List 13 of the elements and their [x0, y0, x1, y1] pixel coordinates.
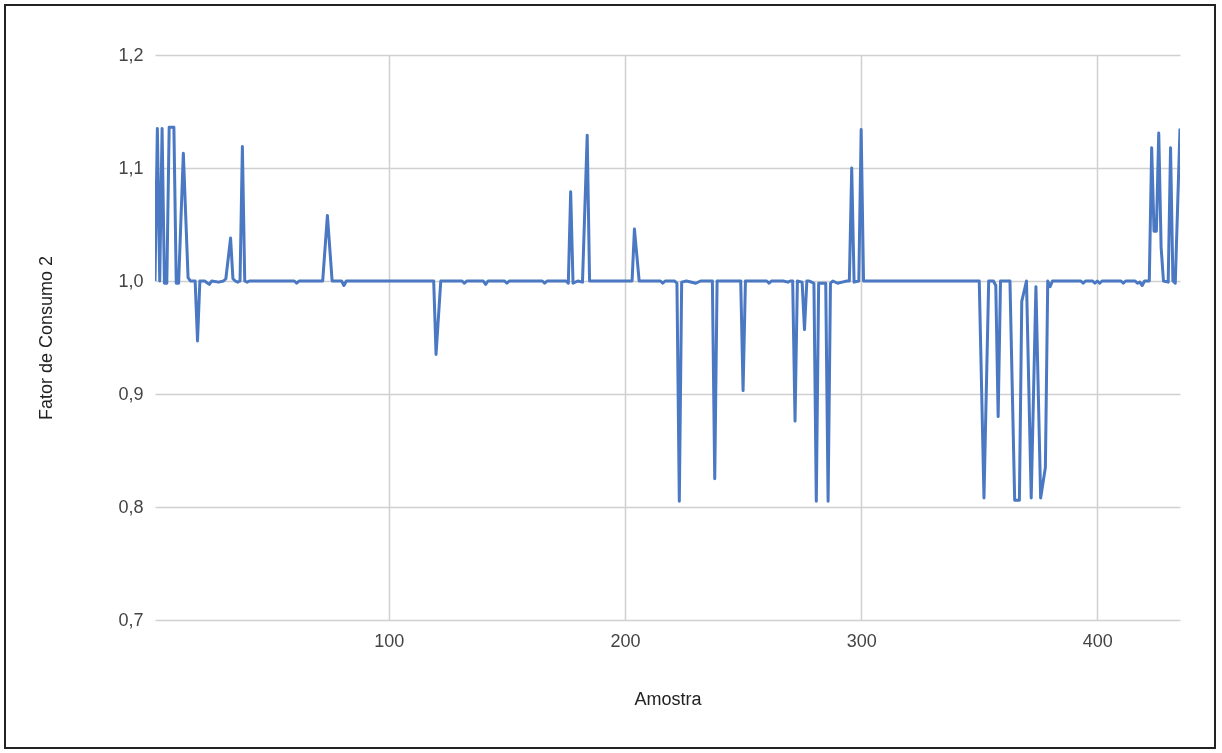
y-tick-label: 1,2 — [118, 44, 144, 65]
y-tick-label: 1,0 — [118, 270, 144, 291]
line-series — [155, 125, 1180, 503]
x-axis-title: Amostra — [634, 688, 703, 709]
y-tick-label: 0,9 — [118, 383, 144, 404]
y-tick-label: 1,1 — [118, 157, 144, 178]
x-tick-label: 300 — [846, 630, 877, 651]
y-tick-label: 0,7 — [118, 609, 144, 630]
x-tick-label: 100 — [374, 630, 405, 651]
y-axis-title: Fator de Consumo 2 — [36, 255, 57, 421]
x-tick-label: 400 — [1082, 630, 1113, 651]
y-tick-label: 0,8 — [118, 496, 144, 517]
x-tick-label: 200 — [610, 630, 641, 651]
